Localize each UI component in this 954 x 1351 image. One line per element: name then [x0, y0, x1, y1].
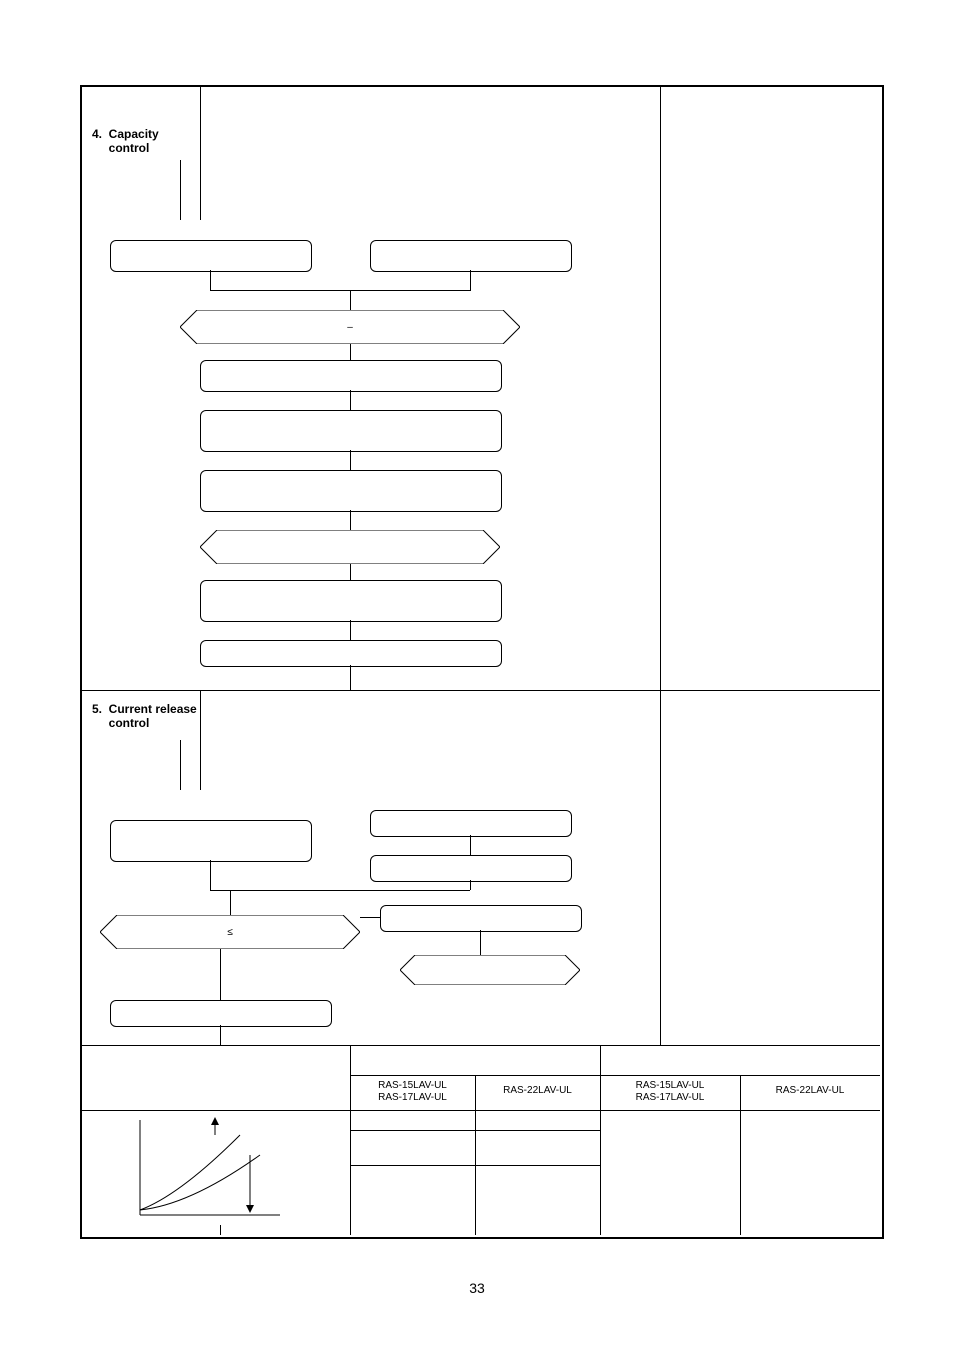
s4-decision1-text: – [180, 310, 520, 344]
connector [350, 390, 351, 410]
s4-decision2-text [200, 530, 500, 564]
s4-proc5 [200, 640, 502, 667]
connector [350, 344, 351, 360]
s4-start-left [110, 240, 312, 272]
connector [350, 620, 351, 640]
col-divider [200, 85, 201, 220]
tbl-hline [80, 1110, 880, 1111]
connector [210, 290, 471, 291]
connector [350, 510, 351, 530]
col-divider [660, 85, 661, 690]
tbl-hline [350, 1165, 600, 1166]
row-divider [80, 1045, 880, 1046]
connector [350, 450, 351, 470]
connector [350, 290, 351, 310]
tbl-hline [350, 1075, 880, 1076]
connector [360, 917, 380, 918]
s5-start-right-bot [370, 855, 572, 882]
s4-proc3 [200, 470, 502, 512]
connector [210, 890, 470, 891]
tbl-graphic [120, 1115, 290, 1225]
connector [210, 270, 211, 290]
tbl-vline [350, 1045, 351, 1235]
s5-end-box [110, 1000, 332, 1027]
tbl-hdr-c: RAS-15LAV-ULRAS-17LAV-UL [605, 1080, 735, 1103]
s5-right-box1 [380, 905, 582, 932]
s5-start-right-top [370, 810, 572, 837]
tbl-vline [740, 1075, 741, 1235]
connector [470, 835, 471, 855]
connector [180, 160, 181, 220]
s4-proc2 [200, 410, 502, 452]
s4-proc1 [200, 360, 502, 392]
connector [480, 930, 481, 955]
s4-start-right [370, 240, 572, 272]
section4-heading: 4. Capacity control [92, 128, 159, 156]
col-divider [200, 690, 201, 790]
tbl-vline [600, 1045, 601, 1235]
connector [220, 1025, 221, 1045]
tbl-hline [350, 1130, 600, 1131]
page-number: 33 [0, 1280, 954, 1296]
connector [470, 880, 471, 890]
tbl-hdr-d: RAS-22LAV-UL [745, 1085, 875, 1097]
connector [350, 665, 351, 690]
section5-heading: 5. Current release control [92, 703, 197, 731]
connector [210, 860, 211, 890]
s5-right-decision-text [400, 955, 580, 985]
tbl-hdr-b: RAS-22LAV-UL [480, 1085, 595, 1097]
connector [350, 564, 351, 580]
tbl-hdr-a: RAS-15LAV-ULRAS-17LAV-UL [355, 1080, 470, 1103]
s4-proc4 [200, 580, 502, 622]
connector [470, 270, 471, 290]
connector [220, 1225, 221, 1235]
col-divider [660, 690, 661, 1045]
s5-decision-text: ≤ [100, 915, 360, 949]
connector [180, 740, 181, 790]
connector [230, 890, 231, 915]
s5-start-left [110, 820, 312, 862]
connector [220, 949, 221, 1000]
tbl-vline [475, 1075, 476, 1235]
